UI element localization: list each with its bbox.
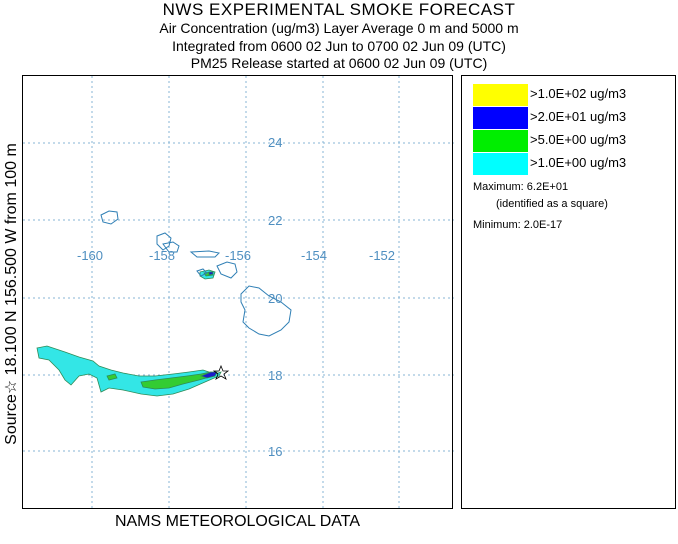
plume-region-high [199,371,218,379]
legend-swatch-cyan [473,153,528,175]
lat-label-18: 18 [268,368,282,383]
lon-label-158: -158 [149,248,175,263]
island-lanai [196,268,208,277]
island-oahu-east [162,241,180,253]
lat-label-24: 24 [268,135,282,150]
legend-panel: >1.0E+02 ug/m3 >2.0E+01 ug/m3 >5.0E+00 u… [461,75,676,509]
subtitle-concentration: Air Concentration (ug/m3) Layer Average … [159,20,519,36]
map-panel: -160 -158 -156 -154 -152 24 22 20 18 16 [22,75,454,510]
island-maui [216,261,238,279]
forecast-title: NWS EXPERIMENTAL SMOKE FORECAST [162,0,516,19]
legend-swatch-yellow [473,84,528,106]
subtitle-release: PM25 Release started at 0600 02 Jun 09 (… [190,55,488,71]
lat-label-16: 16 [268,444,282,459]
map-lon-labels: -160 -158 -156 -154 -152 [77,248,395,263]
legend-minimum: Minimum: 2.0E-17 [473,219,563,231]
island-molokai [189,250,221,258]
plume-region-maui-high [208,271,214,276]
lat-lon-grid [23,76,454,510]
lon-label-152: -152 [369,248,395,263]
smoke-plume [36,269,222,397]
legend-label: >5.0E+00 ug/m3 [530,132,627,147]
map-lat-labels: 24 22 20 18 16 [268,135,282,459]
island-oahu [156,232,172,251]
subtitle-integration: Integrated from 0600 02 Jun to 0700 02 J… [172,38,506,54]
lat-label-22: 22 [268,213,282,228]
legend-swatch-green [473,130,528,152]
lon-label-154: -154 [301,248,327,263]
lon-label-156: -156 [225,248,251,263]
legend-label: >1.0E+00 ug/m3 [530,155,627,170]
island-niihau [100,210,119,225]
legend-maximum-note: (identified as a square) [496,198,608,210]
plume-region-low [36,345,222,397]
source-location-label: Source☆ 18.100 N 156.500 W from 100 m [3,143,20,445]
meteorological-data-label: NAMS METEOROLOGICAL DATA [114,513,361,530]
legend-label: >2.0E+01 ug/m3 [530,109,627,124]
legend-label: >1.0E+02 ug/m3 [530,86,627,101]
lat-label-20: 20 [268,291,282,306]
source-star-icon [212,364,230,380]
island-hawaii [240,285,292,337]
coastlines [100,210,292,337]
map-canvas: -160 -158 -156 -154 -152 24 22 20 18 16 [23,76,454,510]
lon-label-160: -160 [77,248,103,263]
legend-swatch-blue [473,107,528,129]
legend-maximum: Maximum: 6.2E+01 [473,181,569,193]
plume-region-mid-small [106,373,118,381]
